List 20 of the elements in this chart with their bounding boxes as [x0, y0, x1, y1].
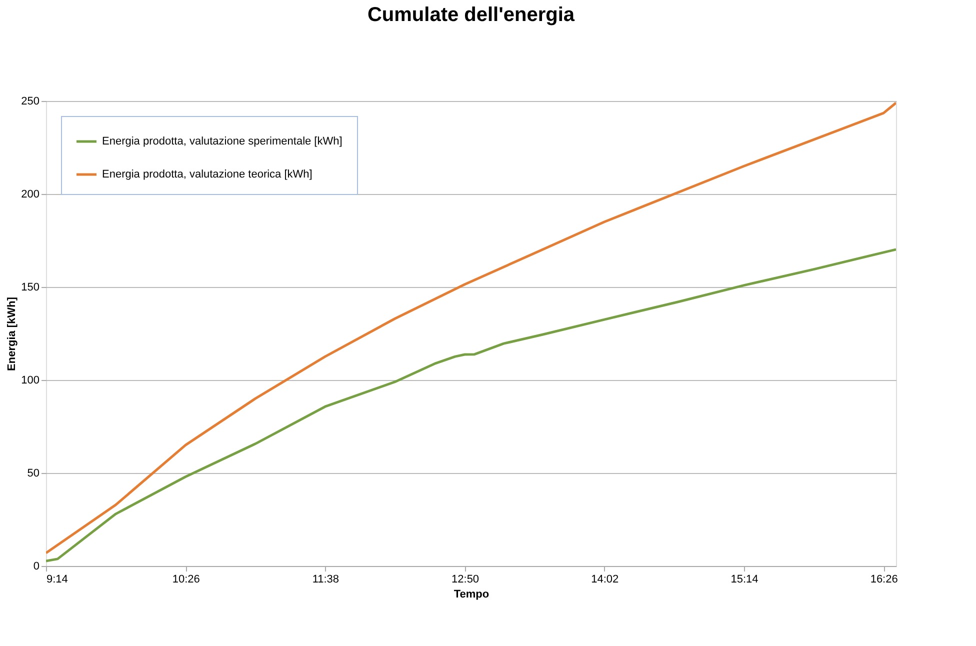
- legend-label: Energia prodotta, valutazione sperimentale [kWh]: [102, 136, 342, 148]
- x-tick-label: 11:38: [312, 574, 340, 586]
- x-tick-label: 16:26: [870, 574, 898, 586]
- x-tick-label: 14:02: [591, 574, 619, 586]
- line-series: [46, 102, 896, 554]
- legend-label: Energia prodotta, valutazione teorica [kWh]: [102, 168, 312, 180]
- x-tick-label: 9:14: [46, 574, 68, 586]
- y-tick-label: 150: [21, 282, 40, 294]
- x-axis-title: Tempo: [454, 588, 490, 600]
- y-tick-label: 0: [33, 560, 40, 572]
- line-series: [46, 248, 896, 562]
- x-tick-label: 12:50: [452, 574, 480, 586]
- y-tick-label: 50: [27, 468, 40, 480]
- y-tick-label: 100: [21, 374, 40, 386]
- x-tick-label: 10:26: [172, 574, 200, 586]
- y-axis-title: Energia [kWh]: [6, 296, 18, 371]
- chart-title: Cumulate dell'energia: [367, 4, 576, 26]
- y-tick-label: 250: [21, 96, 40, 108]
- x-tick-label: 15:14: [730, 574, 758, 586]
- y-tick-label: 200: [21, 188, 40, 200]
